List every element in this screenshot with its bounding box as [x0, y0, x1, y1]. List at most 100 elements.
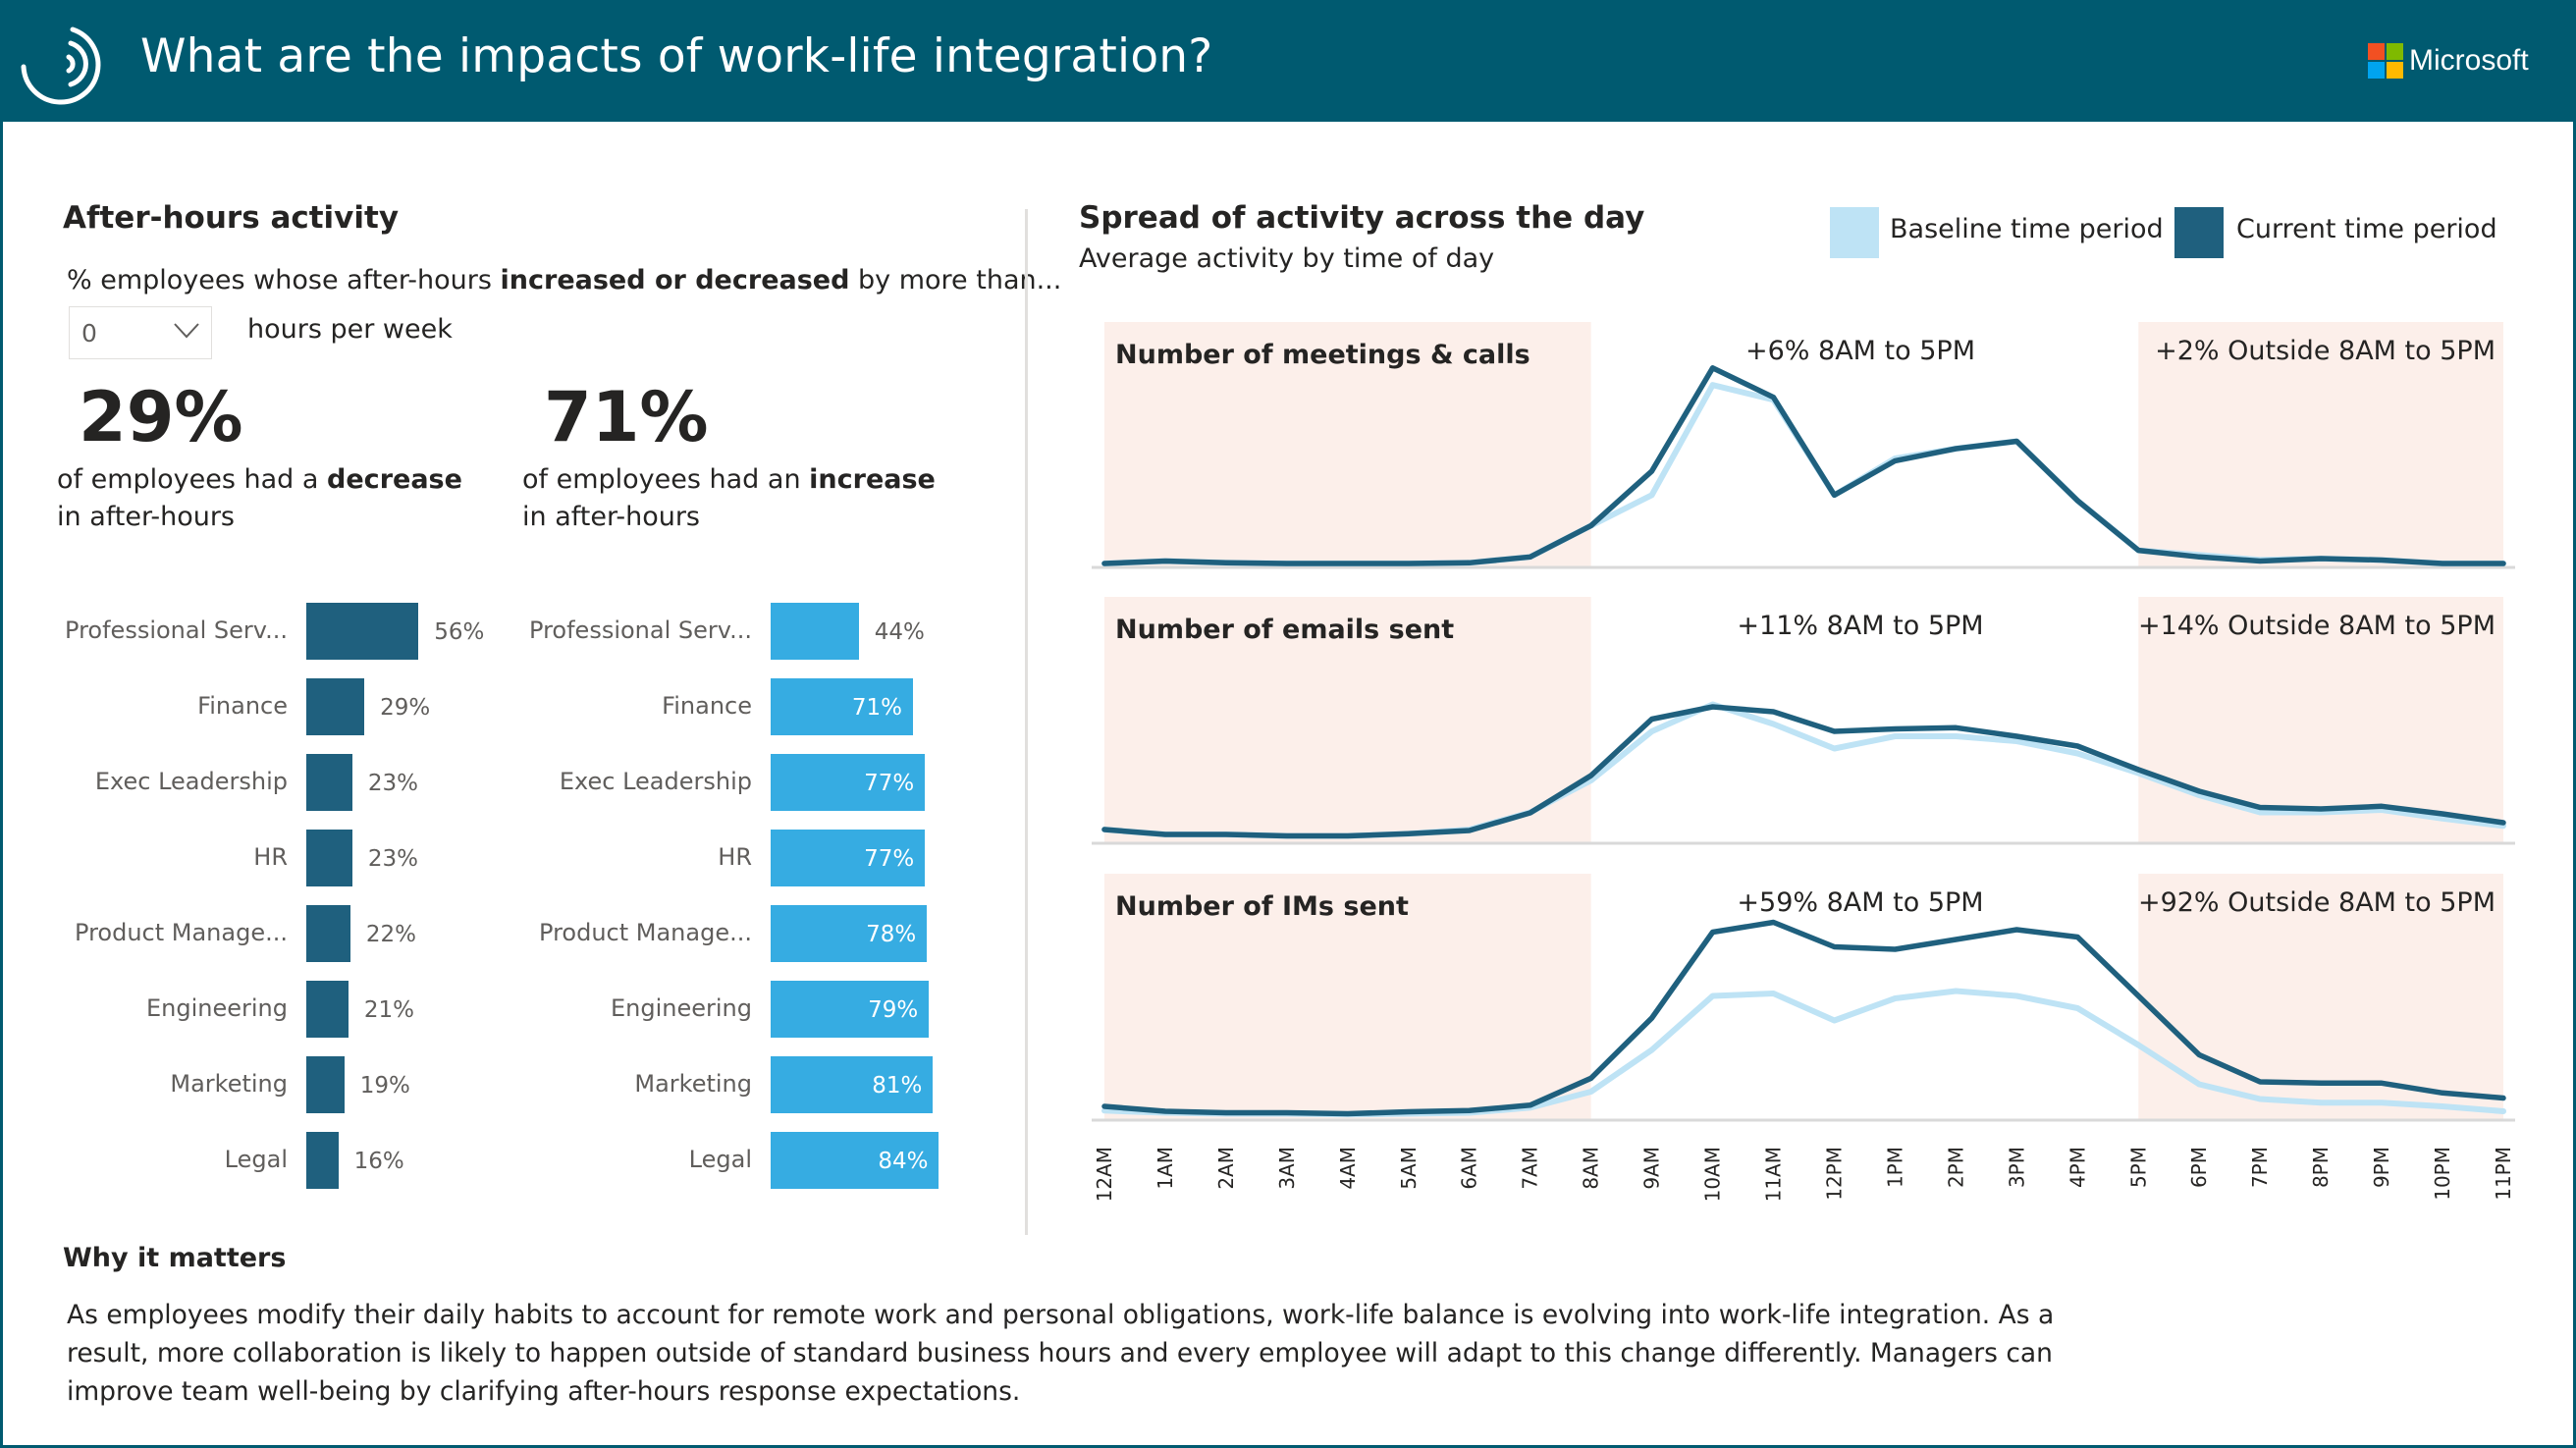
bar-value-label: 56% [434, 619, 485, 645]
x-tick-label: 8PM [2309, 1147, 2333, 1188]
after-hours-description: % employees whose after-hours increased … [67, 265, 1061, 295]
bar[interactable] [306, 981, 349, 1038]
x-tick-label: 11PM [2492, 1147, 2515, 1201]
annotation-business-hours: +59% 8AM to 5PM [1737, 887, 1983, 918]
increase-caption-bold: increase [809, 464, 936, 495]
bar-category-label: Marketing [634, 1070, 752, 1098]
spread-subtitle: Average activity by time of day [1079, 243, 1495, 274]
x-tick-label: 2AM [1214, 1147, 1238, 1190]
x-tick-label: 10AM [1701, 1147, 1725, 1202]
shaded-off-hours-region [1104, 597, 1591, 842]
ms-square-blue [2368, 62, 2385, 79]
bar[interactable] [771, 830, 926, 886]
bar-value-label: 84% [878, 1149, 929, 1174]
bar-value-label: 77% [864, 846, 915, 872]
dropdown-value: 0 [81, 319, 97, 348]
desc-prefix: % employees whose after-hours [67, 265, 501, 295]
x-tick-label: 6AM [1458, 1147, 1481, 1190]
spread-title: Spread of activity across the day [1079, 200, 1645, 236]
bar[interactable] [306, 905, 350, 962]
current-series-line [1101, 919, 2506, 1117]
bar-value-label: 29% [380, 695, 431, 721]
bar[interactable] [771, 981, 930, 1038]
bar[interactable] [306, 830, 352, 886]
annotation-business-hours: +6% 8AM to 5PM [1745, 336, 1975, 366]
legend-swatch-current [2174, 207, 2224, 258]
x-tick-label: 12AM [1093, 1147, 1116, 1202]
ms-square-green [2387, 43, 2403, 60]
bar-category-label: Finance [197, 692, 288, 720]
brand-name: Microsoft [2409, 44, 2529, 77]
bar-value-label: 44% [874, 619, 925, 645]
x-tick-label: 2PM [1944, 1147, 1967, 1188]
bar[interactable] [306, 603, 419, 660]
bar-value-label: 81% [872, 1073, 923, 1099]
annotation-outside-hours: +14% Outside 8AM to 5PM [2138, 611, 2496, 641]
x-tick-label: 3AM [1275, 1147, 1299, 1190]
decrease-percentage: 29% [79, 377, 243, 457]
x-tick-label: 6PM [2187, 1147, 2211, 1188]
current-series-line [1101, 704, 2506, 839]
bar-category-label: HR [253, 843, 288, 871]
x-tick-label: 5PM [2126, 1147, 2150, 1188]
increase-caption: of employees had an increase in after-ho… [522, 461, 936, 536]
bar-category-label: Legal [688, 1146, 752, 1173]
desc-bold: increased or decreased [500, 265, 850, 295]
bar[interactable] [771, 754, 926, 811]
bar[interactable] [771, 678, 913, 735]
bar-value-label: 77% [864, 771, 915, 796]
x-tick-label: 4PM [2066, 1147, 2089, 1188]
bar[interactable] [771, 905, 928, 962]
x-tick-label: 9AM [1640, 1147, 1664, 1190]
shaded-off-hours-region [2138, 874, 2503, 1119]
bar[interactable] [771, 1132, 939, 1189]
shaded-off-hours-region [2138, 322, 2503, 566]
bar[interactable] [306, 1132, 339, 1189]
bar[interactable] [771, 603, 859, 660]
bar-value-label: 71% [851, 695, 902, 721]
ms-square-red [2368, 43, 2385, 60]
x-tick-label: 3PM [2005, 1147, 2028, 1188]
header-bar: What are the impacts of work-life integr… [0, 0, 2576, 122]
hours-threshold-dropdown[interactable]: 0 [69, 306, 212, 359]
section-divider [1025, 209, 1028, 1235]
bar-category-label: Marketing [170, 1070, 288, 1098]
bar-category-label: HR [718, 843, 752, 871]
bar[interactable] [771, 1056, 934, 1113]
legend-swatch-baseline [1830, 207, 1879, 258]
bar-category-label: Engineering [146, 994, 288, 1022]
shaded-off-hours-region [2138, 597, 2503, 842]
chevron-down-icon [174, 323, 199, 339]
page-title: What are the impacts of work-life integr… [140, 29, 1213, 83]
x-tick-label: 5AM [1397, 1147, 1421, 1190]
bar-value-label: 23% [367, 771, 419, 796]
x-tick-label: 7PM [2248, 1147, 2272, 1188]
bar[interactable] [306, 754, 352, 811]
panel-title: Number of IMs sent [1115, 891, 1409, 922]
bar-category-label: Product Manage... [75, 919, 288, 946]
legend-label-baseline: Baseline time period [1890, 214, 2164, 244]
decrease-caption-prefix: of employees had a [57, 464, 328, 495]
increase-percentage: 71% [544, 377, 709, 457]
shaded-off-hours-region [1104, 874, 1591, 1119]
x-tick-label: 1AM [1154, 1147, 1177, 1190]
decrease-caption: of employees had a decrease in after-hou… [57, 461, 462, 536]
shaded-off-hours-region [1104, 322, 1591, 566]
bar[interactable] [306, 1056, 345, 1113]
x-tick-label: 9PM [2370, 1147, 2393, 1188]
bar[interactable] [306, 678, 365, 735]
after-hours-title: After-hours activity [63, 200, 400, 236]
legend-label-current: Current time period [2236, 214, 2497, 244]
panel-title: Number of meetings & calls [1115, 340, 1530, 370]
increase-caption-prefix: of employees had an [522, 464, 810, 495]
x-tick-label: 10PM [2431, 1147, 2454, 1201]
bar-category-label: Product Manage... [539, 919, 752, 946]
bar-value-label: 23% [367, 846, 419, 872]
bar-category-label: Professional Serv... [65, 617, 288, 644]
bar-category-label: Exec Leadership [94, 768, 288, 795]
bar-value-label: 22% [365, 922, 416, 947]
x-tick-label: 7AM [1519, 1147, 1542, 1190]
why-it-matters-body: As employees modify their daily habits t… [67, 1300, 2055, 1407]
bar-category-label: Engineering [611, 994, 752, 1022]
